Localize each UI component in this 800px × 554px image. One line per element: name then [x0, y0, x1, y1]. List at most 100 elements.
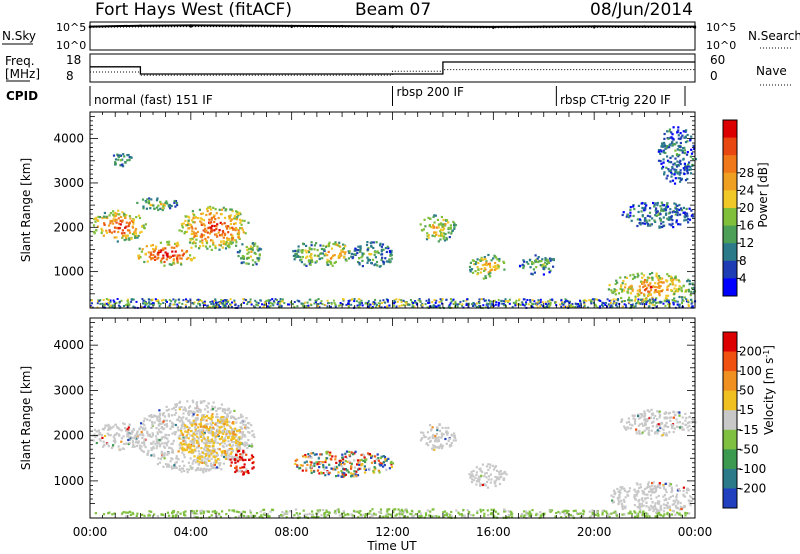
range-cell: [492, 257, 495, 260]
range-cell: [271, 302, 274, 305]
range-cell: [622, 211, 625, 214]
range-cell: [622, 498, 625, 501]
range-cell: [126, 234, 129, 238]
range-cell: [353, 452, 356, 455]
range-cell: [621, 507, 624, 510]
range-cell: [220, 416, 223, 419]
range-cell: [687, 288, 690, 291]
range-cell: [175, 202, 179, 205]
range-cell: [93, 428, 96, 431]
range-cell: [342, 461, 345, 464]
range-cell: [690, 427, 693, 430]
range-cell: [205, 427, 209, 430]
range-cell: [214, 438, 217, 441]
range-cell: [481, 463, 484, 466]
range-cell: [540, 260, 543, 263]
range-cell: [216, 428, 219, 432]
range-cell: [187, 451, 190, 454]
range-cell: [165, 200, 168, 203]
range-cell: [475, 261, 478, 264]
range-cell: [171, 467, 174, 470]
range-cell: [689, 168, 692, 171]
range-cell: [229, 219, 232, 222]
range-cell: [172, 439, 175, 442]
range-cell: [218, 229, 221, 232]
range-cell: [157, 208, 160, 212]
range-cell: [261, 303, 263, 306]
range-cell: [179, 417, 183, 420]
colorbar-tick-label: 20: [739, 201, 754, 215]
range-cell: [139, 425, 142, 428]
range-cell: [149, 256, 153, 260]
range-cell: [199, 299, 202, 301]
range-cell: [199, 422, 202, 425]
range-cell: [682, 299, 685, 302]
range-cell: [561, 302, 563, 305]
range-cell: [185, 257, 189, 261]
range-cell: [665, 417, 668, 420]
range-cell: [193, 423, 196, 426]
range-cell: [198, 247, 201, 250]
range-cell: [156, 445, 159, 448]
range-cell: [222, 300, 225, 302]
range-cell: [539, 301, 542, 304]
range-cell: [93, 230, 96, 233]
range-cell: [644, 420, 647, 423]
range-cell: [677, 500, 680, 503]
range-cell: [337, 244, 340, 247]
range-cell: [541, 258, 544, 261]
range-cell: [120, 299, 123, 302]
range-cell: [123, 234, 126, 237]
range-cell: [220, 441, 223, 445]
range-cell: [678, 173, 681, 176]
range-cell: [502, 303, 505, 305]
range-cell: [668, 484, 671, 487]
range-cell: [155, 427, 158, 430]
range-cell: [341, 473, 344, 476]
range-cell: [428, 436, 431, 439]
colorbar-segment: [723, 208, 737, 227]
range-cell: [351, 474, 354, 477]
colorbar-segment: [723, 137, 737, 156]
range-cell: [168, 205, 171, 208]
range-cell: [681, 428, 684, 431]
range-cell: [145, 207, 148, 210]
range-cell: [485, 303, 488, 306]
range-cell: [124, 234, 128, 237]
range-cell: [103, 223, 106, 226]
range-cell: [203, 432, 206, 435]
range-cell: [194, 430, 197, 433]
range-cell: [640, 291, 643, 295]
range-cell: [684, 141, 688, 144]
range-cell: [656, 429, 659, 432]
range-cell: [149, 207, 152, 210]
range-cell: [181, 437, 184, 440]
range-cell: [235, 465, 238, 468]
range-cell: [660, 290, 663, 293]
range-cell: [554, 301, 556, 304]
range-cell: [432, 447, 435, 450]
range-cell: [681, 149, 684, 153]
velocity-data: [91, 399, 697, 520]
range-cell: [673, 168, 676, 171]
range-cell: [502, 478, 505, 481]
range-cell: [206, 436, 209, 439]
range-cell: [192, 240, 195, 243]
range-cell: [551, 258, 554, 261]
range-cell: [196, 217, 200, 220]
range-cell: [638, 502, 641, 505]
range-cell: [637, 414, 640, 418]
range-cell: [214, 298, 217, 301]
range-cell: [498, 471, 501, 474]
range-cell: [202, 223, 205, 226]
range-cell: [636, 272, 639, 275]
range-cell: [180, 263, 183, 266]
range-cell: [623, 487, 626, 490]
range-cell: [442, 232, 445, 235]
range-cell: [222, 438, 225, 441]
range-cell: [690, 152, 694, 155]
range-cell: [628, 490, 631, 493]
range-cell: [238, 249, 242, 252]
range-cell: [653, 204, 656, 207]
range-cell: [372, 301, 375, 304]
